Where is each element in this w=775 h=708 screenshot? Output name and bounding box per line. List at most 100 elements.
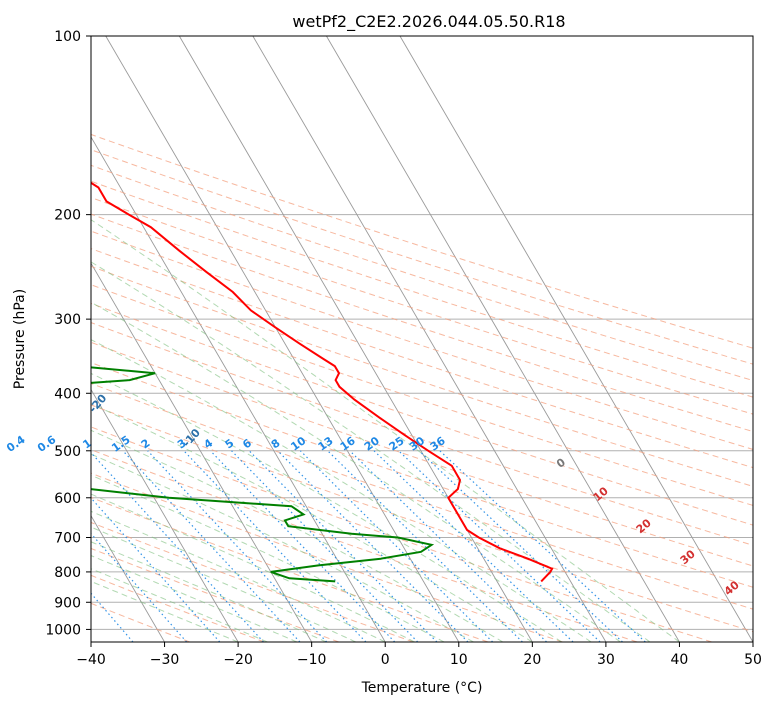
moist-adiabat-line <box>91 580 239 642</box>
moist-adiabat-line <box>91 372 563 642</box>
dry-adiabat-line <box>91 196 753 415</box>
mixing-ratio-line <box>299 450 494 642</box>
isotherm-line <box>252 36 607 642</box>
y-tick-label: 900 <box>54 595 81 611</box>
dry-adiabat-line <box>91 180 753 398</box>
dry-adiabat-line <box>91 284 753 506</box>
isobar-gridlines <box>91 35 753 630</box>
temperature-profile-line <box>91 181 554 583</box>
sounding-profiles <box>91 181 554 583</box>
isotherm-line <box>178 36 533 642</box>
mixing-ratio-line <box>277 450 469 642</box>
dry-adiabat-line <box>91 521 414 642</box>
isotherm-line <box>326 36 680 642</box>
dry-adiabat-line <box>91 230 753 450</box>
isotherm-line <box>399 36 753 642</box>
y-tick-label: 100 <box>54 29 81 45</box>
mixing-ratio-line <box>209 450 396 642</box>
dry-adiabat-label: 10 <box>591 484 611 504</box>
mixing-ratio-line <box>439 450 646 642</box>
y-tick-label: 500 <box>54 444 81 460</box>
moist-adiabat-line <box>91 453 474 642</box>
x-tick-label: 40 <box>671 652 689 668</box>
x-tick-label: −40 <box>76 652 106 668</box>
isotherm-line <box>91 514 165 642</box>
moist-adiabat-line <box>91 429 504 642</box>
dry-adiabat-line <box>91 547 339 642</box>
dry-adiabat-line <box>91 248 753 469</box>
background-lines <box>91 36 753 642</box>
dry-adiabat-line <box>91 362 753 588</box>
moist-adiabat-line <box>91 493 415 642</box>
y-tick-label: 700 <box>54 531 81 547</box>
dry-adiabat-line <box>91 322 753 546</box>
x-tick-label: 50 <box>744 652 762 668</box>
isotherm-line <box>91 262 313 642</box>
mixing-ratio-label: 6 <box>240 436 254 451</box>
x-axis-label: Temperature (°C) <box>361 680 483 696</box>
moist-adiabat-line <box>91 339 592 642</box>
dry-adiabat-line <box>91 302 753 526</box>
moist-adiabat-line <box>91 568 268 642</box>
moist-adiabat-line <box>91 261 651 642</box>
dry-adiabat-label: 30 <box>678 547 698 567</box>
x-tick-label: 30 <box>597 652 615 668</box>
dry-adiabat-line <box>91 341 753 567</box>
x-tick-label: 20 <box>523 652 541 668</box>
isotherm-line <box>105 36 460 642</box>
dry-adiabat-line <box>91 149 753 365</box>
dry-adiabat-line <box>91 382 753 610</box>
dry-adiabat-line <box>91 164 753 382</box>
mixing-ratio-label: 1 <box>80 436 94 451</box>
dry-adiabat-label: 20 <box>634 516 654 536</box>
plot-area-frame <box>90 35 754 643</box>
y-tick-label: 400 <box>54 386 81 402</box>
mixing-ratio-line <box>398 450 601 642</box>
dry-adiabat-line <box>91 133 753 349</box>
x-tick-label: 0 <box>381 652 390 668</box>
dry-adiabat-line <box>91 213 753 433</box>
y-tick-label: 300 <box>54 312 81 328</box>
x-tick-label: −20 <box>223 652 253 668</box>
x-tick-label: 10 <box>450 652 468 668</box>
mixing-ratio-line <box>349 450 548 642</box>
y-tick-label: 1000 <box>45 622 81 638</box>
dry-adiabat-line <box>91 496 489 642</box>
dry-adiabat-line <box>91 472 563 642</box>
isotherm-label: -20 <box>86 392 109 416</box>
mixing-ratio-label: 5 <box>223 436 237 451</box>
moist-adiabat-line <box>91 219 680 642</box>
mixing-ratio-line <box>327 450 523 642</box>
mixing-ratio-line <box>373 450 574 642</box>
y-tick-label: 200 <box>54 208 81 224</box>
moist-adiabat-label: 0 <box>554 455 568 470</box>
dry-adiabat-line <box>91 404 753 633</box>
moist-adiabat-line <box>91 403 533 642</box>
moist-adiabat-line <box>91 301 621 642</box>
moist-adiabat-line <box>91 526 357 642</box>
mixing-ratio-line <box>418 450 623 642</box>
mixing-ratio-line <box>147 450 328 642</box>
dry-adiabat-line <box>91 574 265 642</box>
mixing-ratio-label: 4 <box>202 436 216 451</box>
moist-adiabat-line <box>91 474 445 642</box>
dry-adiabat-line <box>91 449 638 642</box>
mixing-ratio-line <box>122 450 301 642</box>
x-axis-ticks: −40 −30 −20 −10 0 10 20 30 40 50 <box>76 642 762 668</box>
y-axis-ticks: 100 200 300 400 500 600 700 800 900 1000 <box>45 29 91 638</box>
dry-adiabat-line <box>91 426 712 642</box>
y-tick-label: 600 <box>54 491 81 507</box>
isotherm-line <box>91 136 386 642</box>
mixing-ratio-label: 0.4 <box>4 433 28 455</box>
dewpoint-profile-line <box>91 366 435 583</box>
dry-adiabat-label: 40 <box>722 578 742 598</box>
y-axis-label: Pressure (hPa) <box>12 289 28 389</box>
dry-adiabat-line <box>91 602 190 642</box>
x-tick-label: −10 <box>297 652 327 668</box>
dry-adiabat-line <box>91 265 753 487</box>
isotherm-line <box>91 388 239 642</box>
x-tick-label: −30 <box>150 652 180 668</box>
mixing-ratio-label: 1.5 <box>109 433 132 455</box>
moist-adiabat-line <box>91 541 327 642</box>
